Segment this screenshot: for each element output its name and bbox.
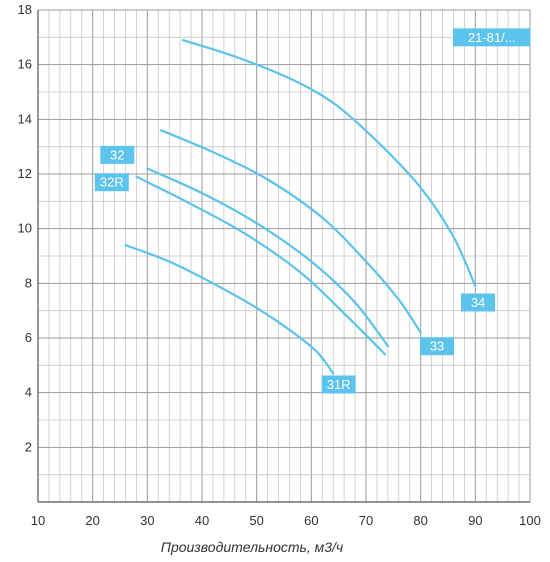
y-tick-label: 14 xyxy=(18,111,32,126)
curve-label-text: 34 xyxy=(471,295,485,310)
curve-label-text: 32R xyxy=(100,175,124,190)
curves xyxy=(124,39,477,375)
curve-label-box xyxy=(321,375,356,394)
axes xyxy=(37,10,530,503)
curve-label: 32R xyxy=(94,173,129,192)
y-tick-label: 12 xyxy=(18,166,32,181)
curve-label-box xyxy=(420,337,455,356)
y-tick-label: 6 xyxy=(25,330,32,345)
x-tick-label: 50 xyxy=(249,513,263,528)
y-tick-label: 8 xyxy=(25,275,32,290)
x-tick-label: 40 xyxy=(195,513,209,528)
curve-label-box xyxy=(94,173,129,192)
curve-label-text: 32 xyxy=(110,147,124,162)
curve-label-text: 33 xyxy=(430,339,444,354)
x-tick-label: 60 xyxy=(304,513,318,528)
x-axis-label: Производительность, м3/ч xyxy=(161,539,343,555)
curve-label: 34 xyxy=(461,293,496,312)
curve-label-box xyxy=(100,145,135,164)
y-tick-label: 4 xyxy=(25,385,32,400)
curve-label-box xyxy=(461,293,496,312)
curve-labels: 21-81/... 34 33 32 32R 31R xyxy=(94,28,531,394)
curve-label-text: 31R xyxy=(327,377,351,392)
curve-label-box xyxy=(452,28,531,47)
curve-32 xyxy=(146,167,389,348)
x-tick-label: 100 xyxy=(519,513,541,528)
y-tick-labels: 2 4 6 8 10 12 14 16 18 xyxy=(18,2,32,454)
y-tick-label: 18 xyxy=(18,2,32,17)
y-tick-label: 16 xyxy=(18,57,32,72)
curve-label: 31R xyxy=(321,375,356,394)
curve-32r xyxy=(135,175,387,356)
x-tick-labels: 10 20 30 40 50 60 70 80 90 100 xyxy=(31,513,541,528)
x-tick-label: 10 xyxy=(31,513,45,528)
grid xyxy=(37,9,531,503)
curve-label: 21-81/... xyxy=(452,28,531,47)
curve-31r xyxy=(124,244,335,375)
x-tick-label: 80 xyxy=(413,513,427,528)
curve-label: 33 xyxy=(420,337,455,356)
curve-2181 xyxy=(181,39,477,288)
curve-33 xyxy=(159,129,422,334)
curve-label: 32 xyxy=(100,145,135,164)
x-tick-label: 20 xyxy=(85,513,99,528)
curve-label-text: 21-81/... xyxy=(468,30,516,45)
y-tick-label: 2 xyxy=(25,439,32,454)
x-tick-label: 30 xyxy=(140,513,154,528)
x-tick-label: 90 xyxy=(468,513,482,528)
y-tick-label: 10 xyxy=(18,221,32,236)
x-tick-label: 70 xyxy=(359,513,373,528)
